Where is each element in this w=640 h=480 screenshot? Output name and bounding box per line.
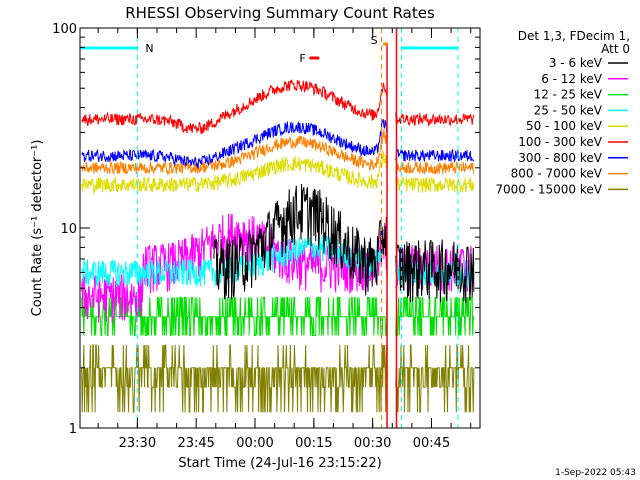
- series-trace-3-6-kev-seg-1: [395, 239, 475, 303]
- series-trace-300-800-kev-seg-1: [395, 148, 475, 163]
- y-tick-label: 100: [52, 22, 77, 37]
- y-tick-label: 10: [60, 222, 77, 237]
- series-trace-7000-15000-kev-seg-1: [395, 344, 475, 413]
- footer-timestamp: 1-Sep-2022 05:43: [555, 468, 636, 478]
- legend-entry-label: 12 - 25 keV: [534, 88, 603, 102]
- series-trace-100-300-kev-seg-0: [81, 79, 388, 134]
- legend-header-line-2: Att 0: [601, 42, 630, 56]
- series-trace-50-100-kev-seg-0: [81, 149, 388, 194]
- legend-entry-label: 7000 - 15000 keV: [495, 182, 602, 196]
- x-axis: 23:30 23:45 00:00 00:15 00:30 00:45: [97, 28, 472, 451]
- legend-header-line-1: Det 1,3, FDecim 1,: [518, 29, 630, 43]
- series-trace-3-6-kev-seg-0: [213, 183, 388, 300]
- series-trace-7000-15000-kev-seg-0: [81, 344, 388, 413]
- series-trace-12-25-kev-seg-1: [395, 296, 474, 336]
- saa-marker-label: S: [371, 34, 378, 47]
- y-tick-label: 1: [69, 422, 77, 437]
- y-axis: 1 10 100: [52, 22, 480, 437]
- x-tick-label: 23:30: [119, 436, 156, 451]
- x-tick-label: 00:00: [236, 436, 273, 451]
- series-trace-100-300-kev-seg-1: [395, 112, 475, 127]
- x-tick-label: 00:45: [413, 436, 450, 451]
- overlay-markers: N F S: [80, 28, 459, 428]
- legend-entry-label: 6 - 12 keV: [541, 72, 603, 86]
- night-marker-label: N: [145, 42, 153, 55]
- x-tick-label: 00:15: [295, 436, 332, 451]
- data-traces: [81, 79, 475, 413]
- x-tick-label: 00:30: [354, 436, 391, 451]
- x-axis-label: Start Time (24-Jul-16 23:15:22): [178, 456, 381, 471]
- legend-entry-label: 50 - 100 keV: [526, 119, 603, 133]
- series-trace-800-7000-kev-seg-0: [81, 128, 388, 176]
- series-trace-50-100-kev-seg-1: [395, 176, 475, 194]
- y-axis-label: Count Rate (s⁻¹ detector⁻¹): [30, 140, 45, 317]
- flare-marker-label: F: [299, 52, 305, 65]
- x-tick-label: 23:45: [177, 436, 214, 451]
- series-trace-300-800-kev-seg-0: [81, 119, 388, 169]
- series-trace-800-7000-kev-seg-1: [395, 161, 475, 176]
- legend-entry-label: 100 - 300 keV: [518, 135, 602, 149]
- legend-entry-label: 3 - 6 keV: [549, 56, 603, 70]
- legend-entry-label: 300 - 800 keV: [518, 151, 602, 165]
- chart-title: RHESSI Observing Summary Count Rates: [125, 4, 435, 22]
- series-trace-6-12-kev-seg-0: [81, 213, 388, 323]
- legend-entry-label: 800 - 7000 keV: [511, 167, 603, 181]
- legend: Det 1,3, FDecim 1,Att 03 - 6 keV 6 - 12 k…: [495, 29, 630, 196]
- series-trace-12-25-kev-seg-0: [81, 296, 388, 336]
- legend-entry-label: 25 - 50 keV: [534, 103, 603, 117]
